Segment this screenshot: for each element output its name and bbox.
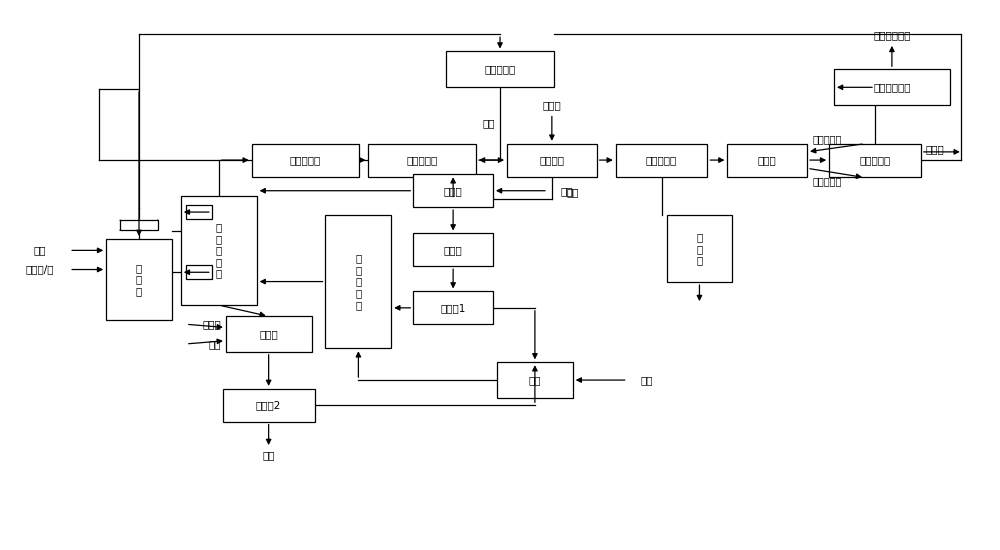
Text: 气液分离器: 气液分离器 <box>859 155 891 165</box>
Text: 旋风分离器: 旋风分离器 <box>290 155 321 165</box>
Text: 原料: 原料 <box>561 186 573 196</box>
Text: 脱盐水: 脱盐水 <box>542 100 561 111</box>
Text: 蒸汽: 蒸汽 <box>208 339 221 349</box>
Text: 氮气: 氮气 <box>483 119 495 129</box>
Text: 螺
旋
给
料
机: 螺 旋 给 料 机 <box>355 254 362 310</box>
Text: 热
解
反
应
器: 热 解 反 应 器 <box>216 222 222 279</box>
Text: 蒸汽: 蒸汽 <box>567 188 579 197</box>
Text: 热
风
炉: 热 风 炉 <box>136 263 142 296</box>
Bar <box>186 205 212 219</box>
Text: 冷凝器: 冷凝器 <box>758 155 777 165</box>
Bar <box>497 362 573 398</box>
Bar <box>829 144 921 177</box>
Bar <box>181 196 257 305</box>
Bar <box>368 144 476 177</box>
Bar <box>223 389 315 422</box>
Text: 氮气换热器: 氮气换热器 <box>407 155 438 165</box>
Text: 空气: 空气 <box>33 245 46 255</box>
Text: 挤压机: 挤压机 <box>444 186 463 196</box>
Text: 冷却水回水: 冷却水回水 <box>812 176 842 186</box>
Text: 净化气出界区: 净化气出界区 <box>873 30 911 40</box>
Bar <box>186 265 212 279</box>
Text: 料仓: 料仓 <box>529 375 541 385</box>
Bar <box>727 144 807 177</box>
Text: 冷渣罐: 冷渣罐 <box>259 329 278 339</box>
Text: 振动筛2: 振动筛2 <box>256 400 281 410</box>
Text: 脱盐水: 脱盐水 <box>202 319 221 329</box>
Bar <box>226 316 312 352</box>
Bar <box>667 216 732 282</box>
Text: 床料: 床料 <box>641 375 653 385</box>
Bar <box>252 144 359 177</box>
Text: 燃料气/油: 燃料气/油 <box>25 265 54 274</box>
Bar <box>325 215 391 348</box>
Text: 破碎机: 破碎机 <box>444 245 463 255</box>
Text: 不凝气: 不凝气 <box>926 144 945 154</box>
Bar <box>413 292 493 324</box>
Bar <box>446 52 554 87</box>
Text: 空气换热器: 空气换热器 <box>484 64 516 74</box>
Bar <box>834 69 950 106</box>
Bar <box>120 220 158 230</box>
Text: 粗
油
罐: 粗 油 罐 <box>696 232 703 265</box>
Bar <box>413 233 493 266</box>
Bar <box>106 239 172 320</box>
Text: 气液分离器: 气液分离器 <box>646 155 677 165</box>
Text: 余热锅炉: 余热锅炉 <box>539 155 564 165</box>
Bar <box>616 144 707 177</box>
Bar <box>413 174 493 207</box>
Text: 灰渣: 灰渣 <box>262 450 275 460</box>
Text: 冷却水给水: 冷却水给水 <box>812 134 842 144</box>
Text: 振动筛1: 振动筛1 <box>440 303 466 313</box>
Text: 尾气净化单元: 尾气净化单元 <box>873 82 911 92</box>
Bar <box>507 144 597 177</box>
